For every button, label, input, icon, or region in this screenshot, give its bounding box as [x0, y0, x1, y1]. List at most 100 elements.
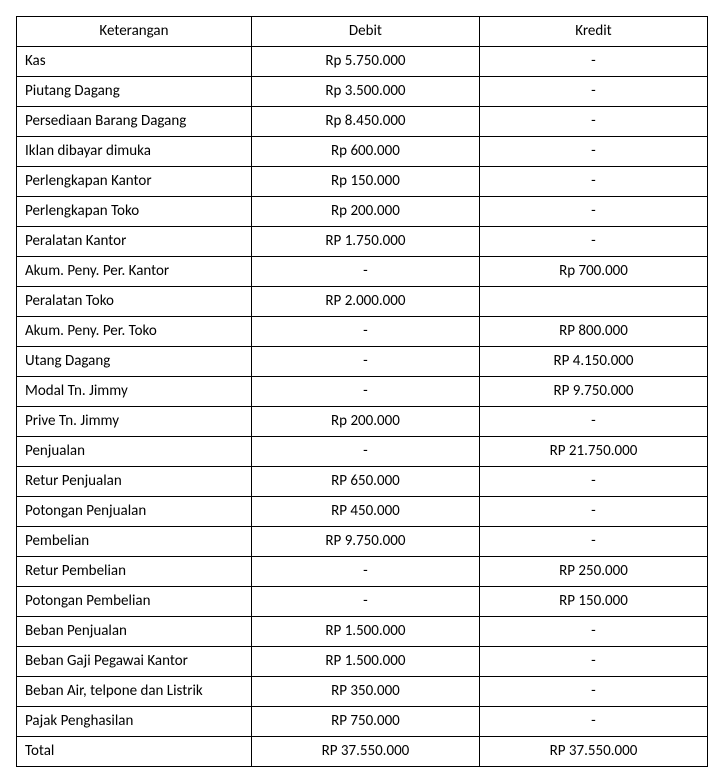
table-row: Persediaan Barang DagangRp 8.450.000- — [17, 107, 708, 137]
cell-keterangan: Retur Penjualan — [17, 467, 252, 497]
cell-keterangan: Retur Pembelian — [17, 557, 252, 587]
cell-kredit: - — [479, 677, 707, 707]
table-row: Peralatan TokoRP 2.000.000 — [17, 287, 708, 317]
cell-debit: RP 1.500.000 — [251, 647, 479, 677]
table-row: Penjualan-RP 21.750.000 — [17, 437, 708, 467]
cell-kredit: RP 4.150.000 — [479, 347, 707, 377]
cell-kredit: - — [479, 107, 707, 137]
table-row: Potongan Pembelian-RP 150.000 — [17, 587, 708, 617]
cell-kredit: RP 21.750.000 — [479, 437, 707, 467]
cell-debit: - — [251, 257, 479, 287]
cell-kredit: RP 250.000 — [479, 557, 707, 587]
cell-kredit: - — [479, 467, 707, 497]
ledger-table: Keterangan Debit Kredit KasRp 5.750.000-… — [16, 16, 708, 767]
cell-keterangan: Peralatan Toko — [17, 287, 252, 317]
table-row: Peralatan KantorRP 1.750.000- — [17, 227, 708, 257]
cell-keterangan: Penjualan — [17, 437, 252, 467]
cell-kredit: - — [479, 197, 707, 227]
cell-keterangan: Kas — [17, 47, 252, 77]
col-header-kredit: Kredit — [479, 17, 707, 47]
table-row: Beban Gaji Pegawai KantorRP 1.500.000- — [17, 647, 708, 677]
cell-keterangan: Potongan Penjualan — [17, 497, 252, 527]
table-row: Akum. Peny. Per. Toko-RP 800.000 — [17, 317, 708, 347]
cell-debit: - — [251, 557, 479, 587]
table-row: Retur PenjualanRP 650.000- — [17, 467, 708, 497]
cell-kredit: Rp 700.000 — [479, 257, 707, 287]
table-row: Potongan PenjualanRP 450.000- — [17, 497, 708, 527]
cell-keterangan: Pajak Penghasilan — [17, 707, 252, 737]
cell-kredit: - — [479, 527, 707, 557]
table-row: Beban PenjualanRP 1.500.000- — [17, 617, 708, 647]
cell-debit: RP 350.000 — [251, 677, 479, 707]
cell-kredit: - — [479, 407, 707, 437]
table-body: KasRp 5.750.000-Piutang DagangRp 3.500.0… — [17, 47, 708, 767]
cell-keterangan: Utang Dagang — [17, 347, 252, 377]
cell-keterangan: Perlengkapan Toko — [17, 197, 252, 227]
cell-kredit: - — [479, 137, 707, 167]
cell-kredit: - — [479, 707, 707, 737]
cell-keterangan: Prive Tn. Jimmy — [17, 407, 252, 437]
table-row: Pajak PenghasilanRP 750.000- — [17, 707, 708, 737]
cell-kredit: - — [479, 77, 707, 107]
table-header: Keterangan Debit Kredit — [17, 17, 708, 47]
cell-keterangan: Akum. Peny. Per. Kantor — [17, 257, 252, 287]
cell-debit: Rp 8.450.000 — [251, 107, 479, 137]
cell-debit: - — [251, 317, 479, 347]
cell-debit: Rp 200.000 — [251, 407, 479, 437]
cell-debit: Rp 200.000 — [251, 197, 479, 227]
cell-kredit: - — [479, 617, 707, 647]
table-row: Prive Tn. JimmyRp 200.000- — [17, 407, 708, 437]
cell-kredit: RP 150.000 — [479, 587, 707, 617]
cell-kredit: - — [479, 167, 707, 197]
table-row: Retur Pembelian-RP 250.000 — [17, 557, 708, 587]
cell-kredit: - — [479, 497, 707, 527]
cell-debit: RP 37.550.000 — [251, 737, 479, 767]
cell-debit: RP 2.000.000 — [251, 287, 479, 317]
cell-keterangan: Akum. Peny. Per. Toko — [17, 317, 252, 347]
cell-debit: Rp 150.000 — [251, 167, 479, 197]
col-header-keterangan: Keterangan — [17, 17, 252, 47]
cell-keterangan: Modal Tn. Jimmy — [17, 377, 252, 407]
cell-debit: RP 650.000 — [251, 467, 479, 497]
cell-debit: - — [251, 587, 479, 617]
table-row: Iklan dibayar dimukaRp 600.000- — [17, 137, 708, 167]
cell-keterangan: Piutang Dagang — [17, 77, 252, 107]
cell-kredit: RP 37.550.000 — [479, 737, 707, 767]
cell-keterangan: Perlengkapan Kantor — [17, 167, 252, 197]
cell-keterangan: Beban Gaji Pegawai Kantor — [17, 647, 252, 677]
cell-debit: RP 1.750.000 — [251, 227, 479, 257]
cell-kredit: - — [479, 227, 707, 257]
cell-debit: RP 750.000 — [251, 707, 479, 737]
table-row: Akum. Peny. Per. Kantor-Rp 700.000 — [17, 257, 708, 287]
cell-keterangan: Peralatan Kantor — [17, 227, 252, 257]
table-row: Modal Tn. Jimmy-RP 9.750.000 — [17, 377, 708, 407]
cell-keterangan: Persediaan Barang Dagang — [17, 107, 252, 137]
cell-kredit — [479, 287, 707, 317]
cell-keterangan: Pembelian — [17, 527, 252, 557]
cell-debit: - — [251, 377, 479, 407]
table-row: Piutang DagangRp 3.500.000- — [17, 77, 708, 107]
cell-debit: Rp 3.500.000 — [251, 77, 479, 107]
cell-keterangan: Beban Air, telpone dan Listrik — [17, 677, 252, 707]
table-row: TotalRP 37.550.000RP 37.550.000 — [17, 737, 708, 767]
table-row: KasRp 5.750.000- — [17, 47, 708, 77]
cell-keterangan: Iklan dibayar dimuka — [17, 137, 252, 167]
cell-kredit: RP 9.750.000 — [479, 377, 707, 407]
table-row: Beban Air, telpone dan ListrikRP 350.000… — [17, 677, 708, 707]
table-row: PembelianRP 9.750.000- — [17, 527, 708, 557]
table-row: Perlengkapan KantorRp 150.000- — [17, 167, 708, 197]
cell-kredit: - — [479, 47, 707, 77]
cell-debit: Rp 5.750.000 — [251, 47, 479, 77]
cell-debit: RP 1.500.000 — [251, 617, 479, 647]
header-row: Keterangan Debit Kredit — [17, 17, 708, 47]
cell-debit: Rp 600.000 — [251, 137, 479, 167]
table-row: Perlengkapan TokoRp 200.000- — [17, 197, 708, 227]
cell-debit: - — [251, 347, 479, 377]
cell-debit: RP 450.000 — [251, 497, 479, 527]
cell-keterangan: Potongan Pembelian — [17, 587, 252, 617]
cell-keterangan: Total — [17, 737, 252, 767]
cell-kredit: - — [479, 647, 707, 677]
cell-keterangan: Beban Penjualan — [17, 617, 252, 647]
cell-debit: - — [251, 437, 479, 467]
cell-kredit: RP 800.000 — [479, 317, 707, 347]
